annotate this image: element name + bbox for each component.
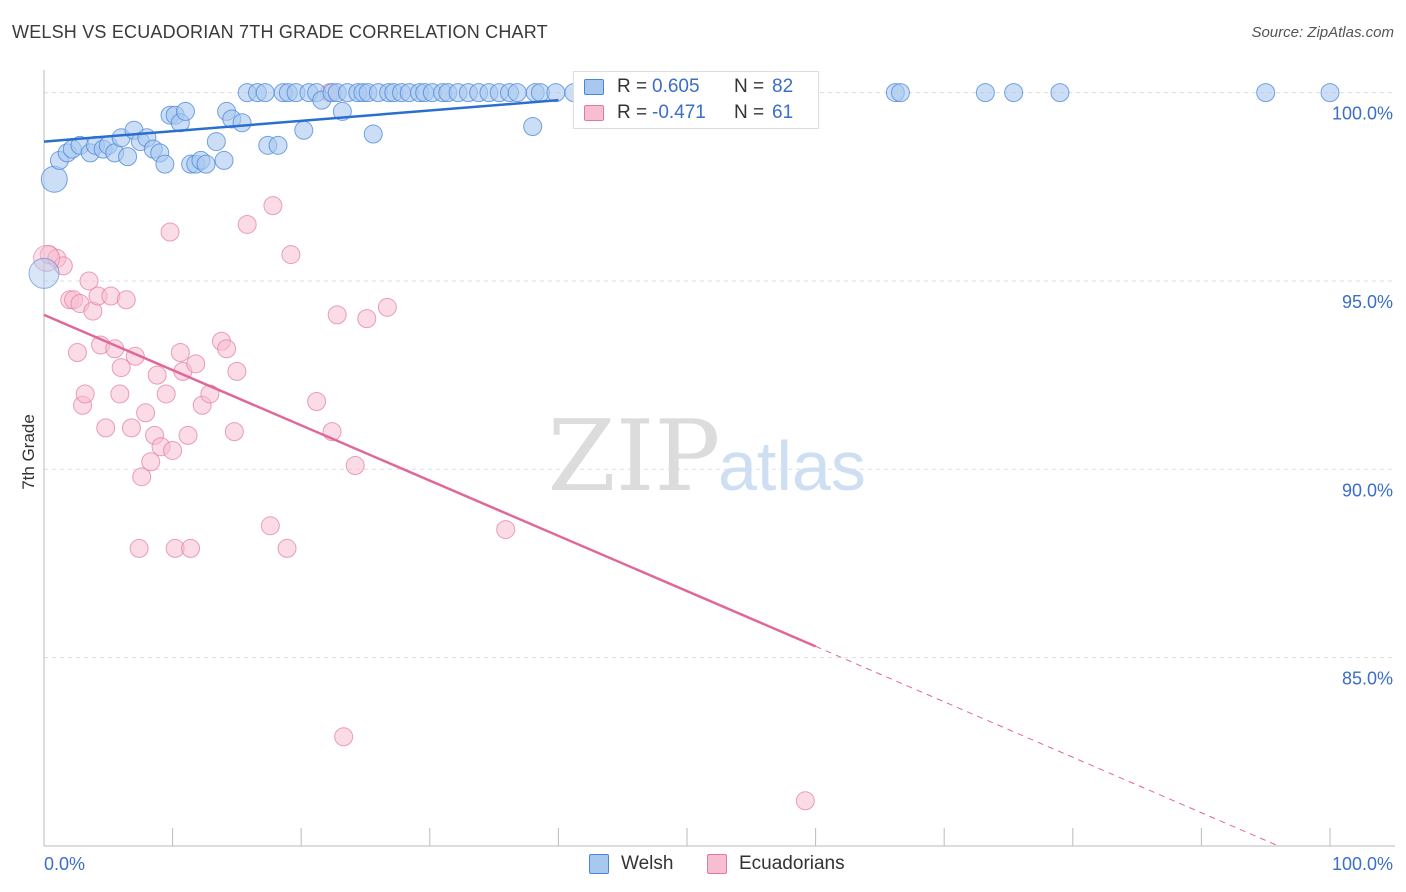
- chart-title: WELSH VS ECUADORIAN 7TH GRADE CORRELATIO…: [12, 22, 548, 42]
- ecuadorians-point-23: [136, 403, 156, 423]
- welsh-point-50: [363, 124, 383, 144]
- welsh-point-82: [1320, 83, 1340, 103]
- grid-lines: [44, 92, 1395, 659]
- legend-swatch-ecuadorians: [584, 105, 604, 121]
- ecuadorians-point-52: [334, 727, 354, 747]
- welsh-point-0: [40, 165, 68, 193]
- welsh-point-30: [232, 113, 252, 133]
- legend-r-label-welsh: R =: [617, 76, 648, 97]
- ecuadorians-point-34: [178, 425, 198, 445]
- ecuadorians-point-48: [307, 391, 327, 411]
- tick-labels: 100.0% 95.0% 90.0% 85.0% 0.0% 100.0%: [44, 104, 1393, 874]
- ecuadorians-point-57: [795, 791, 815, 811]
- ecuadorians-point-13: [96, 418, 116, 438]
- ecuadorians-point-26: [147, 365, 167, 385]
- welsh-point-21: [175, 101, 195, 121]
- ecuadorians-point-43: [237, 214, 257, 234]
- y-tick-label-1: 95.0%: [1342, 292, 1393, 312]
- trend-lines: [43, 98, 1279, 847]
- legend-r-label-ecuadorians: R =: [617, 102, 648, 123]
- ecuadorians-point-5: [67, 343, 87, 363]
- welsh-point-17: [155, 154, 175, 174]
- watermark-zip: ZIP: [548, 400, 721, 514]
- correlation-legend: R = 0.605 N = 82 R = -0.471 N = 61: [573, 71, 819, 129]
- bottom-legend-swatch-welsh: [589, 854, 609, 874]
- legend-n-label-ecuadorians: N =: [734, 102, 765, 123]
- ecuadorians-point-36: [186, 354, 206, 374]
- welsh-point-11: [118, 147, 138, 167]
- welsh-point-33: [255, 83, 275, 103]
- welsh-point-67: [507, 83, 527, 103]
- ecuadorians-point-45: [263, 196, 283, 216]
- welsh-point-77: [890, 83, 910, 103]
- y-tick-label-0: 100.0%: [1332, 104, 1393, 124]
- ecuadorians-point-30: [163, 440, 183, 460]
- ecuadorians-point-46: [277, 538, 297, 558]
- chart-source: Source: ZipAtlas.com: [1251, 24, 1394, 41]
- welsh-point-78: [975, 83, 995, 103]
- welsh-point-71: [546, 83, 566, 103]
- bottom-legend-label-ecuadorians: Ecuadorians: [739, 853, 845, 874]
- welsh-trend-line: [43, 98, 559, 143]
- ecuadorians-point-41: [224, 422, 244, 442]
- axes: [43, 70, 1395, 847]
- welsh-point-70: [523, 117, 543, 137]
- ecuadorians-point-54: [357, 309, 377, 329]
- ecuadorians-trend-line: [43, 313, 817, 648]
- x-tick-label-0: 0.0%: [44, 854, 85, 874]
- ecuadorians-point-19: [121, 418, 141, 438]
- legend-n-label-welsh: N =: [734, 76, 765, 97]
- welsh-point-27: [214, 150, 234, 170]
- ecuadorians-point-16: [110, 384, 130, 404]
- welsh-point-26: [206, 132, 226, 152]
- watermark-atlas: atlas: [718, 427, 866, 505]
- ecuadorians-point-32: [170, 343, 190, 363]
- bottom-legend-swatch-ecuadorians: [707, 854, 727, 874]
- ecuadorians-point-17: [111, 358, 131, 378]
- ecuadorians-point-56: [496, 520, 516, 540]
- ecuadorians-point-51: [327, 305, 347, 325]
- ecuadorians-point-44: [260, 516, 280, 536]
- ecuadorians-point-29: [160, 222, 180, 242]
- y-axis-label: 7th Grade: [19, 414, 38, 490]
- x-tick-label-1: 100.0%: [1332, 854, 1393, 874]
- legend-r-value-ecuadorians: -0.471: [652, 102, 706, 123]
- y-tick-label-3: 85.0%: [1342, 669, 1393, 689]
- welsh-point-80: [1050, 83, 1070, 103]
- welsh-point-edge: [28, 257, 60, 289]
- ecuadorians-point-42: [227, 361, 247, 381]
- welsh-point-81: [1256, 83, 1276, 103]
- ecuadorians-point-9: [79, 271, 99, 291]
- ecuadorians-point-28: [156, 384, 176, 404]
- ecuadorians-point-55: [377, 297, 397, 317]
- ecuadorians-point-35: [181, 538, 201, 558]
- welsh-point-39: [294, 120, 314, 140]
- welsh-point-35: [268, 135, 288, 155]
- legend-n-value-welsh: 82: [772, 76, 794, 97]
- y-tick-label-2: 90.0%: [1342, 480, 1393, 500]
- bottom-legend-label-welsh: Welsh: [621, 853, 674, 874]
- ecuadorians-point-47: [281, 245, 301, 265]
- welsh-points: [28, 83, 1340, 289]
- welsh-point-25: [196, 154, 216, 174]
- ecuadorians-point-21: [129, 538, 149, 558]
- legend-r-value-welsh: 0.605: [652, 76, 700, 97]
- ecuadorians-point-40: [217, 339, 237, 359]
- ecuadorians-point-22: [132, 467, 152, 487]
- ecuadorians-point-24: [141, 452, 161, 472]
- watermark: ZIP atlas: [548, 400, 866, 514]
- legend-n-value-ecuadorians: 61: [772, 102, 794, 123]
- ecuadorians-point-53: [345, 456, 365, 476]
- welsh-point-79: [1004, 83, 1024, 103]
- legend-swatch-welsh: [584, 79, 604, 95]
- ecuadorians-point-8: [75, 384, 95, 404]
- ecuadorians-point-18: [116, 290, 136, 310]
- ecuadorians-trend-extension: [815, 645, 1279, 847]
